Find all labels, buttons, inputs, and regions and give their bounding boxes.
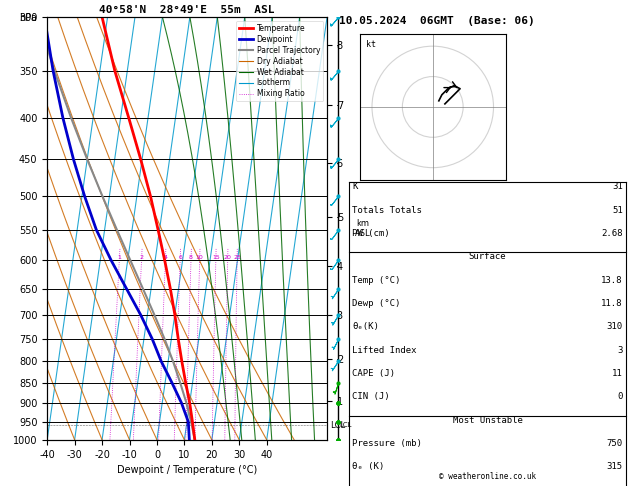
- Text: LCL: LCL: [340, 422, 352, 429]
- Text: θₑ (K): θₑ (K): [352, 462, 384, 471]
- Text: Totals Totals: Totals Totals: [352, 206, 422, 215]
- Text: 3: 3: [617, 346, 623, 355]
- Text: Pressure (mb): Pressure (mb): [352, 439, 422, 448]
- Text: 51: 51: [612, 206, 623, 215]
- Y-axis label: hPa: hPa: [19, 13, 36, 23]
- Text: 11.8: 11.8: [601, 299, 623, 308]
- Text: Dewp (°C): Dewp (°C): [352, 299, 401, 308]
- Text: Surface: Surface: [469, 252, 506, 261]
- Y-axis label: km
ASL: km ASL: [355, 219, 370, 238]
- Text: © weatheronline.co.uk: © weatheronline.co.uk: [439, 472, 536, 481]
- Text: 31: 31: [612, 182, 623, 191]
- Text: Most Unstable: Most Unstable: [452, 416, 523, 425]
- Legend: Temperature, Dewpoint, Parcel Trajectory, Dry Adiabat, Wet Adiabat, Isotherm, Mi: Temperature, Dewpoint, Parcel Trajectory…: [236, 21, 323, 102]
- Text: kt: kt: [366, 40, 376, 49]
- Text: 25: 25: [233, 256, 241, 260]
- Text: 8: 8: [189, 256, 193, 260]
- Text: 750: 750: [606, 439, 623, 448]
- Text: 0: 0: [617, 392, 623, 401]
- Text: 13.8: 13.8: [601, 276, 623, 285]
- Title: 40°58'N  28°49'E  55m  ASL: 40°58'N 28°49'E 55m ASL: [99, 5, 275, 15]
- Text: 310: 310: [606, 322, 623, 331]
- Text: 10.05.2024  06GMT  (Base: 06): 10.05.2024 06GMT (Base: 06): [339, 16, 535, 26]
- Text: 2.68: 2.68: [601, 229, 623, 238]
- Text: 15: 15: [212, 256, 220, 260]
- Text: 10: 10: [196, 256, 204, 260]
- Text: 11: 11: [612, 369, 623, 378]
- Text: 6: 6: [178, 256, 182, 260]
- Text: LCL: LCL: [330, 421, 345, 430]
- Text: 2: 2: [140, 256, 143, 260]
- Text: Lifted Index: Lifted Index: [352, 346, 417, 355]
- Text: 20: 20: [224, 256, 231, 260]
- Text: PW (cm): PW (cm): [352, 229, 390, 238]
- Text: CIN (J): CIN (J): [352, 392, 390, 401]
- X-axis label: Dewpoint / Temperature (°C): Dewpoint / Temperature (°C): [117, 465, 257, 475]
- Text: Temp (°C): Temp (°C): [352, 276, 401, 285]
- Text: CAPE (J): CAPE (J): [352, 369, 395, 378]
- Text: θₑ(K): θₑ(K): [352, 322, 379, 331]
- Text: 1: 1: [118, 256, 121, 260]
- Text: 315: 315: [606, 462, 623, 471]
- Text: 4: 4: [164, 256, 167, 260]
- Text: K: K: [352, 182, 358, 191]
